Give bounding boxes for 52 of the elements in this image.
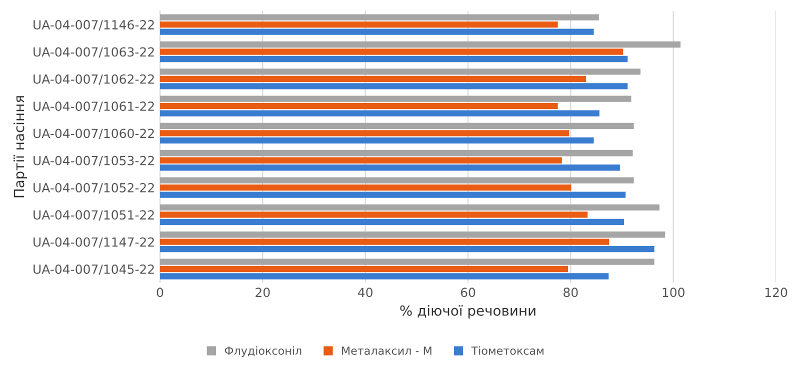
bar: [160, 68, 640, 75]
x-tick-label: 20: [256, 288, 270, 298]
bar: [160, 204, 660, 211]
y-tick-label: UA-04-007/1052-22: [34, 183, 154, 194]
y-tick-label: UA-04-007/1061-22: [34, 102, 154, 112]
y-axis-title: Партії насіння: [14, 96, 27, 198]
y-tick-label: UA-04-007/1063-22: [34, 47, 154, 58]
x-axis-title: % діючої речовини: [400, 305, 536, 319]
legend-label: Металаксил - М: [342, 346, 432, 355]
bar: [160, 246, 654, 252]
y-tick-label: UA-04-007/1060-22: [34, 128, 154, 140]
legend-label: Флудіоксоніл: [224, 346, 302, 357]
bar: [160, 184, 572, 191]
bar: [160, 266, 568, 272]
bar: [160, 22, 558, 28]
x-tick-label: 40: [358, 288, 372, 298]
x-tick-label: 100: [662, 288, 684, 298]
bar: [160, 273, 609, 280]
bar: [160, 150, 633, 156]
bar: [160, 192, 626, 198]
legend-label: Тіометоксам: [471, 346, 544, 355]
bar: [160, 137, 594, 144]
bar: [160, 28, 594, 35]
bar: [160, 110, 600, 116]
bar: [160, 232, 666, 238]
x-tick-label: 0: [156, 288, 164, 298]
y-tick-label: UA-04-007/1146-22: [34, 20, 154, 30]
bar: [160, 157, 562, 164]
bar: [160, 238, 610, 245]
bar: [160, 76, 586, 82]
bar: [160, 102, 558, 110]
bar: [160, 122, 634, 130]
bar: [160, 177, 634, 184]
bar: [160, 258, 654, 265]
y-tick-label: UA-04-007/1053-22: [34, 156, 154, 166]
y-tick-label: UA-04-007/1147-22: [34, 237, 154, 248]
bar: [160, 48, 624, 55]
x-tick-label: 60: [460, 288, 476, 298]
y-tick-label: UA-04-007/1045-22: [34, 264, 154, 275]
bar: [160, 218, 624, 226]
bar: [160, 164, 620, 171]
bar: [160, 56, 628, 62]
x-tick-label: 80: [564, 288, 578, 298]
bar: [160, 130, 570, 136]
y-tick-label: UA-04-007/1062-22: [34, 74, 154, 85]
bar: [160, 14, 599, 20]
bar: [160, 212, 588, 218]
bar: [160, 96, 632, 102]
bar: [160, 83, 628, 90]
y-tick-label: UA-04-007/1051-22: [34, 210, 154, 221]
x-tick-label: 120: [765, 288, 788, 298]
bar: [160, 41, 681, 48]
